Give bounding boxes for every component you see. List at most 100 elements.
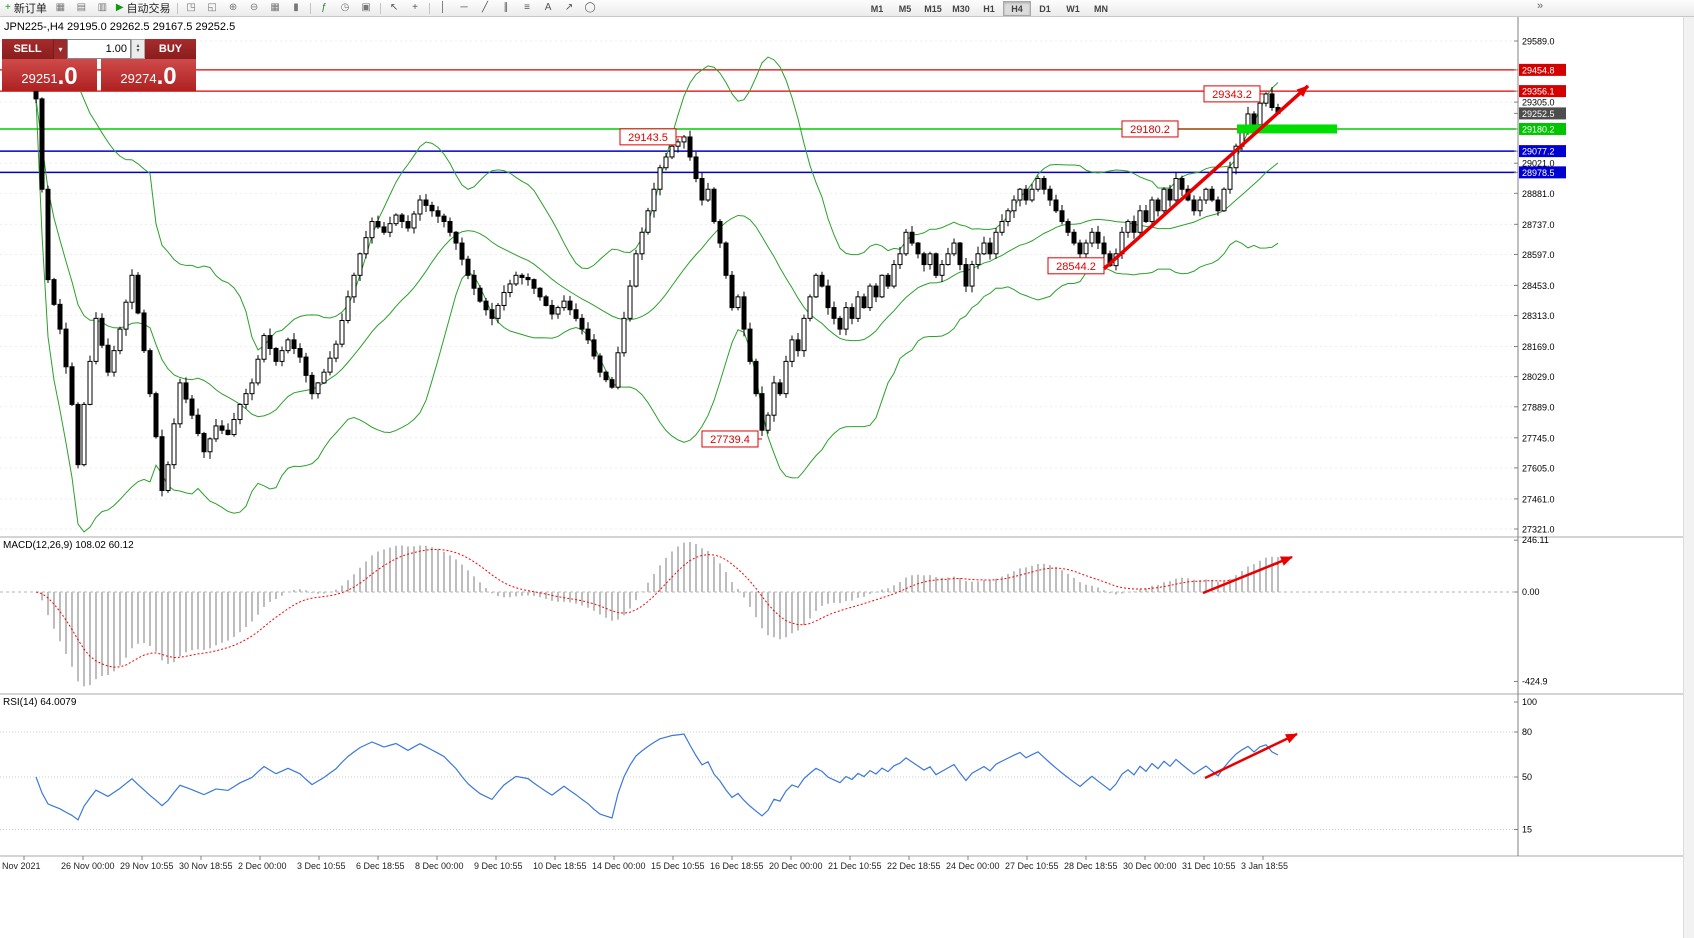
buy-price-button[interactable]: 29274.0	[101, 59, 196, 91]
timeframe-h1-button[interactable]: H1	[983, 3, 995, 14]
svg-text:20 Dec 00:00: 20 Dec 00:00	[769, 861, 823, 871]
grid-icon[interactable]: ▦	[266, 1, 285, 15]
svg-text:2 Dec 00:00: 2 Dec 00:00	[238, 861, 287, 871]
bar-chart-icon[interactable]: ▮	[287, 1, 306, 15]
chart-annotations[interactable]: 29143.5 29343.2 29180.2 28544.2 27739.4	[619, 84, 1337, 448]
profiles-icon[interactable]: ▤	[72, 1, 91, 15]
navigator-icon-glyph: ▥	[97, 2, 108, 13]
svg-text:80: 80	[1522, 727, 1532, 737]
macd-label: MACD(12,26,9) 108.02 60.12	[3, 540, 134, 551]
svg-text:29305.0: 29305.0	[1522, 98, 1555, 108]
timeframe-m5-button[interactable]: M5	[898, 3, 912, 14]
cascade-windows-icon-glyph: ◱	[207, 2, 217, 13]
svg-text:29180.2: 29180.2	[1130, 124, 1170, 136]
price-annotation-box	[619, 128, 677, 146]
chart-title: JPN225-,H4 29195.0 29262.5 29167.5 29252…	[4, 21, 236, 33]
new-order-button-glyph: +	[5, 2, 11, 13]
support-highlight-bar	[1237, 124, 1337, 134]
timeframe-w1-button[interactable]: W1	[1066, 3, 1080, 14]
toolbar: + 新订单 ▦ ▤ ▥ ▶ 自动交易 ◳ ◱ ⊕ ⊖ ▦ ▮ ƒ ◷ ▣ ↖ + │ ─ ╱ ∥ ≡ A ↗ ◯ M1 M5 M15 M…	[0, 0, 1694, 17]
svg-text:29077.2: 29077.2	[1522, 147, 1555, 157]
chevron-down-icon: ▾	[58, 44, 63, 54]
svg-text:27321.0: 27321.0	[1522, 525, 1555, 535]
vertical-line-icon-glyph: │	[439, 2, 447, 13]
svg-text:29180.2: 29180.2	[1522, 124, 1555, 134]
svg-text:0.00: 0.00	[1522, 587, 1540, 597]
vertical-line-icon[interactable]: │	[434, 1, 453, 15]
svg-text:29252.5: 29252.5	[1522, 109, 1555, 119]
svg-text:28453.0: 28453.0	[1522, 281, 1555, 291]
crosshair-icon[interactable]: +	[406, 1, 425, 15]
horizontal-level-lines[interactable]	[0, 69, 1516, 174]
ellipse-tool-icon[interactable]: ◯	[581, 1, 600, 15]
cursor-icon[interactable]: ↖	[385, 1, 404, 15]
chart-window-icon-glyph: ▦	[55, 2, 66, 13]
auto-trading-button-label: 自动交易	[126, 3, 171, 15]
zoom-out-icon[interactable]: ⊖	[245, 1, 264, 15]
indicators-icon[interactable]: ƒ	[315, 1, 334, 15]
rsi-arrow	[1204, 732, 1298, 780]
volume-input[interactable]	[67, 39, 131, 59]
bar-chart-icon-glyph: ▮	[293, 2, 299, 13]
new-order-button[interactable]: + 新订单	[3, 1, 49, 16]
arrow-tool-icon[interactable]: ↗	[560, 1, 579, 15]
svg-text:28 Dec 18:55: 28 Dec 18:55	[1064, 861, 1118, 871]
svg-text:3 Jan 18:55: 3 Jan 18:55	[1241, 861, 1288, 871]
price-annotation-box	[1121, 120, 1179, 138]
indicator-panels: MACD(12,26,9) 108.02 60.12 RSI(14) 64.007…	[0, 536, 1684, 857]
rsi-line	[35, 733, 1279, 821]
periods-icon[interactable]: ◷	[336, 1, 355, 15]
new-order-button-label: 新订单	[13, 3, 47, 15]
rsi-label: RSI(14) 64.0079	[3, 697, 77, 708]
time-axis[interactable]: Nov 2021 26 Nov 00:00 29 Nov 10:55 30 Nov 1…	[2, 856, 1288, 871]
sell-price-button[interactable]: 29251.0	[2, 59, 97, 91]
price-axis[interactable]: 246.11 0.00 -424.9 100 80 50 15 29589.0 29454.8 2…	[1514, 16, 1566, 856]
toolbar-separator	[176, 2, 178, 14]
buy-price-pips: .0	[156, 63, 177, 90]
sell-header-button[interactable]: SELL	[2, 39, 53, 59]
toolbar-overflow-icon[interactable]: »	[1537, 0, 1544, 12]
price-annotation-box	[701, 430, 759, 448]
svg-text:100: 100	[1522, 697, 1537, 707]
zoom-in-icon[interactable]: ⊕	[224, 1, 243, 15]
timeframe-h4-button[interactable]: H4	[1003, 1, 1031, 16]
price-axis-badge	[1519, 85, 1566, 98]
trendline-icon[interactable]: ╱	[476, 1, 495, 15]
chart-window-icon[interactable]: ▦	[51, 1, 70, 15]
tile-windows-icon[interactable]: ◳	[182, 1, 201, 15]
channel-icon[interactable]: ∥	[497, 1, 516, 15]
volume-stepper[interactable]: ▴ ▾	[131, 39, 145, 59]
svg-text:31 Dec 10:55: 31 Dec 10:55	[1182, 861, 1236, 871]
timeframe-mn-button[interactable]: MN	[1094, 3, 1108, 14]
svg-text:Nov 2021: Nov 2021	[2, 861, 41, 871]
toolbar-separator	[428, 2, 430, 14]
timeframe-m1-button[interactable]: M1	[870, 3, 884, 14]
vertical-scrollbar[interactable]	[1683, 0, 1694, 938]
svg-text:30 Nov 18:55: 30 Nov 18:55	[179, 861, 233, 871]
chart-canvas[interactable]: 29143.5 29343.2 29180.2 28544.2 27739.4 MACD(…	[0, 16, 1684, 938]
templates-icon[interactable]: ▣	[357, 1, 376, 15]
text-tool-icon[interactable]: A	[539, 1, 558, 15]
svg-text:27461.0: 27461.0	[1522, 494, 1555, 504]
navigator-icon[interactable]: ▥	[93, 1, 112, 15]
price-axis-badge	[1519, 145, 1566, 158]
svg-text:9 Dec 10:55: 9 Dec 10:55	[474, 861, 523, 871]
horizontal-line-icon[interactable]: ─	[455, 1, 474, 15]
price-annotation-box	[1047, 257, 1105, 275]
auto-trading-button[interactable]: ▶ 自动交易	[114, 1, 173, 16]
sell-price-pips: .0	[57, 63, 78, 90]
svg-text:30 Dec 00:00: 30 Dec 00:00	[1123, 861, 1177, 871]
timeframe-m30-button[interactable]: M30	[952, 3, 970, 14]
timeframe-d1-button[interactable]: D1	[1039, 3, 1051, 14]
svg-text:27605.0: 27605.0	[1522, 463, 1555, 473]
svg-text:14 Dec 00:00: 14 Dec 00:00	[592, 861, 646, 871]
cascade-windows-icon[interactable]: ◱	[203, 1, 222, 15]
periods-icon-glyph: ◷	[340, 2, 350, 13]
buy-header-button[interactable]: BUY	[145, 39, 196, 59]
order-settings-dropdown[interactable]: ▾	[53, 39, 67, 59]
svg-text:22 Dec 18:55: 22 Dec 18:55	[887, 861, 941, 871]
svg-text:28737.0: 28737.0	[1522, 220, 1555, 230]
timeframe-m15-button[interactable]: M15	[924, 3, 942, 14]
fibonacci-icon[interactable]: ≡	[518, 1, 537, 15]
